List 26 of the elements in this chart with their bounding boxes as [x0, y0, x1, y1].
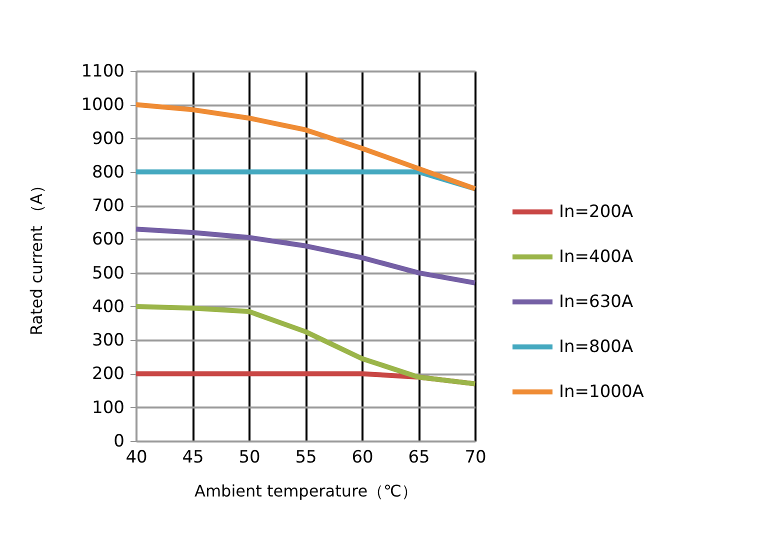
x-tick-label: 65 [408, 448, 430, 468]
y-tick-label: 0 [114, 432, 124, 452]
legend-label: In=800A [559, 336, 634, 357]
y-tick-label: 100 [92, 398, 124, 418]
x-tick-label: 55 [295, 448, 317, 468]
y-tick-label: 1100 [81, 62, 124, 82]
y-tick-label: 900 [92, 128, 124, 149]
y-tick-label: 400 [92, 296, 124, 317]
x-tick-label: 45 [182, 448, 204, 468]
x-axis-title: Ambient temperature（℃） [194, 482, 418, 500]
legend-label: In=630A [559, 292, 634, 312]
y-tick-label: 1000 [81, 95, 124, 116]
y-tick-label: 600 [92, 230, 124, 250]
legend-label: In=1000A [559, 382, 644, 402]
y-axis-title: Rated current （A） [27, 178, 46, 336]
legend-label: In=400A [559, 246, 634, 267]
y-tick-label: 200 [92, 364, 124, 384]
x-tick-label: 70 [464, 448, 486, 468]
y-tick-label: 800 [92, 162, 124, 182]
y-tick-label: 700 [92, 196, 124, 216]
legend-label: In=200A [559, 202, 634, 222]
x-tick-label: 50 [238, 448, 260, 468]
x-tick-label: 40 [126, 448, 148, 468]
y-tick-label: 500 [92, 263, 124, 284]
y-tick-label: 300 [92, 330, 124, 351]
x-tick-label: 60 [352, 448, 374, 468]
